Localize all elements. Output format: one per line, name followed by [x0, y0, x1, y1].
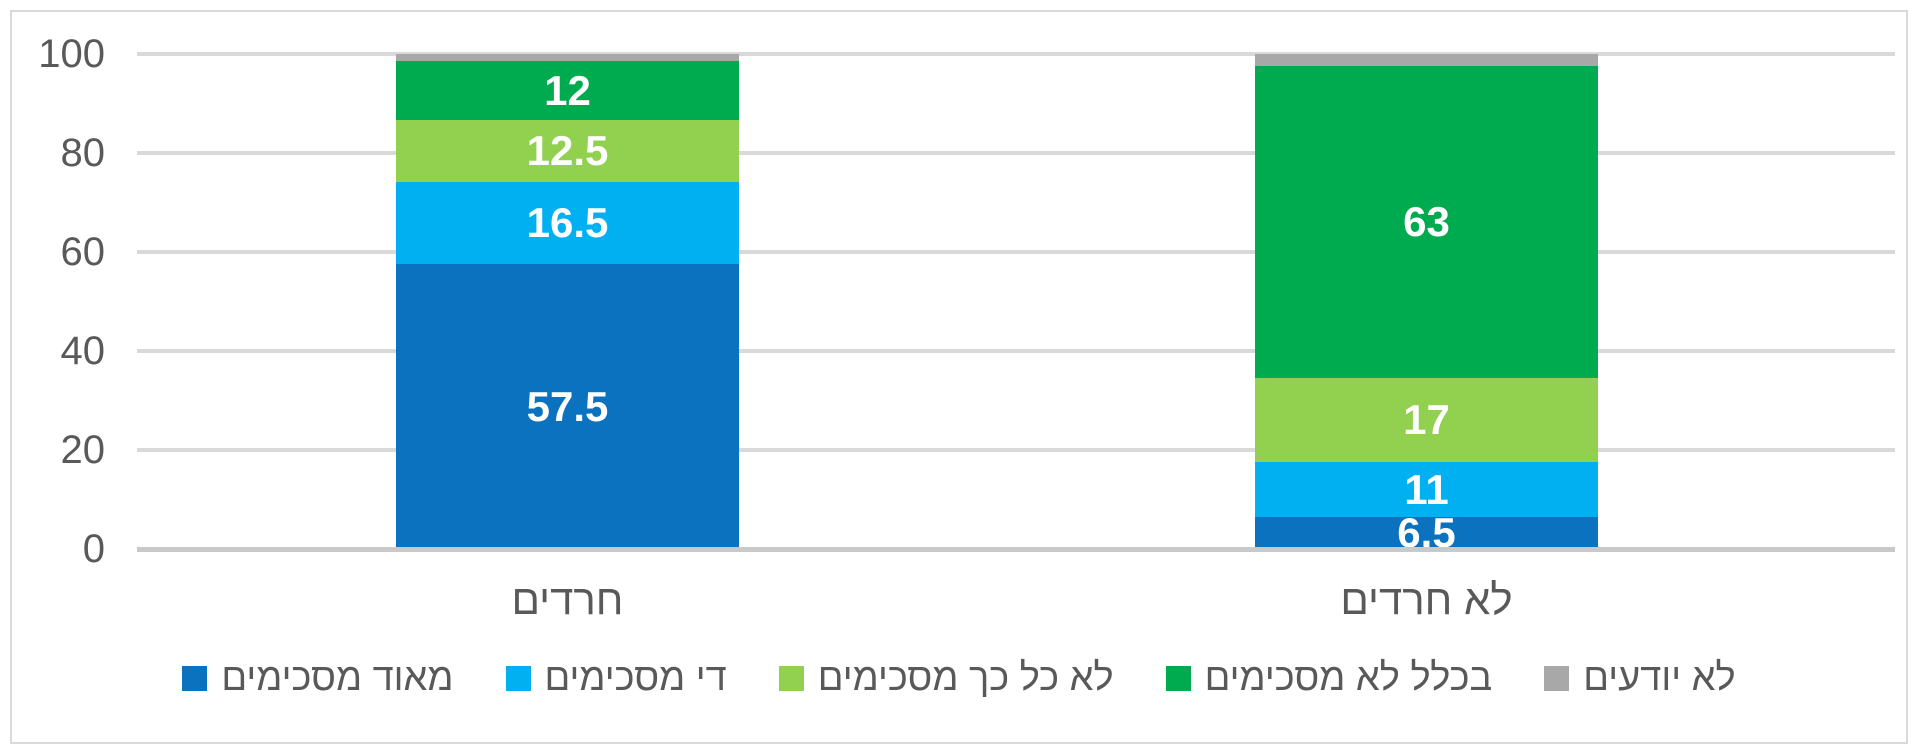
segment-strongly-agree-not-haredim: 6.5	[1255, 512, 1598, 554]
x-label-not-haredim: לא חרדים	[1340, 576, 1513, 623]
legend-swatch-not-so-agree	[778, 665, 804, 691]
gridline-100	[137, 52, 1895, 56]
legend: מאוד מסכימים די מסכימים לא כל כך מסכימים…	[0, 652, 1918, 704]
segment-not-agree-at-all-haredim: 12	[396, 61, 739, 120]
legend-item-not-agree-at-all: בכלל לא מסכימים	[1165, 657, 1493, 699]
data-label: 57.5	[526, 382, 609, 430]
data-label: 12	[544, 66, 591, 114]
y-tick-100: 100	[38, 32, 105, 76]
gridline-80	[137, 151, 1895, 155]
segment-dont-know-not-haredim	[1255, 54, 1598, 66]
y-tick-80: 80	[60, 131, 106, 175]
legend-swatch-strongly-agree	[182, 665, 208, 691]
segment-dont-know-haredim	[396, 54, 739, 61]
legend-item-strongly-agree: מאוד מסכימים	[182, 657, 454, 699]
data-label: 11	[1404, 465, 1449, 513]
gridline-20	[137, 448, 1895, 452]
y-tick-60: 60	[60, 230, 106, 274]
legend-label-not-agree-at-all: בכלל לא מסכימים	[1204, 657, 1493, 699]
segment-quite-agree-not-haredim: 11	[1255, 462, 1598, 517]
legend-item-dont-know: לא יודעים	[1544, 657, 1736, 699]
legend-swatch-dont-know	[1544, 665, 1570, 691]
segment-strongly-agree-haredim: 57.5	[396, 264, 739, 549]
y-tick-40: 40	[60, 329, 106, 373]
legend-label-strongly-agree: מאוד מסכימים	[221, 657, 454, 699]
legend-label-not-so-agree: לא כל כך מסכימים	[817, 657, 1114, 699]
y-tick-20: 20	[60, 428, 106, 472]
data-label: 17	[1403, 396, 1450, 443]
x-label-haredim: חרדים	[511, 576, 624, 623]
legend-item-quite-agree: די מסכימים	[505, 657, 727, 699]
data-label: 6.5	[1397, 509, 1456, 556]
gridline-40	[137, 349, 1895, 353]
segment-not-so-agree-haredim: 12.5	[396, 120, 739, 182]
segment-not-so-agree-not-haredim: 17	[1255, 378, 1598, 462]
chart-border	[10, 10, 1908, 744]
legend-item-not-so-agree: לא כל כך מסכימים	[778, 657, 1114, 699]
x-axis-line	[137, 547, 1895, 552]
bar-not-haredim: 63 17 11 6.5	[1255, 54, 1598, 554]
legend-swatch-not-agree-at-all	[1165, 665, 1191, 691]
data-label: 63	[1403, 198, 1450, 245]
legend-swatch-quite-agree	[505, 665, 531, 691]
data-label: 12.5	[526, 127, 609, 174]
segment-quite-agree-haredim: 16.5	[396, 182, 739, 264]
y-tick-0: 0	[82, 527, 105, 571]
data-label: 16.5	[526, 199, 609, 246]
gridline-60	[137, 250, 1895, 254]
legend-label-quite-agree: די מסכימים	[544, 657, 727, 699]
segment-not-agree-at-all-not-haredim: 63	[1255, 66, 1598, 378]
legend-label-dont-know: לא יודעים	[1583, 657, 1736, 699]
bar-haredim: 12 12.5 16.5 57.5	[396, 54, 739, 549]
